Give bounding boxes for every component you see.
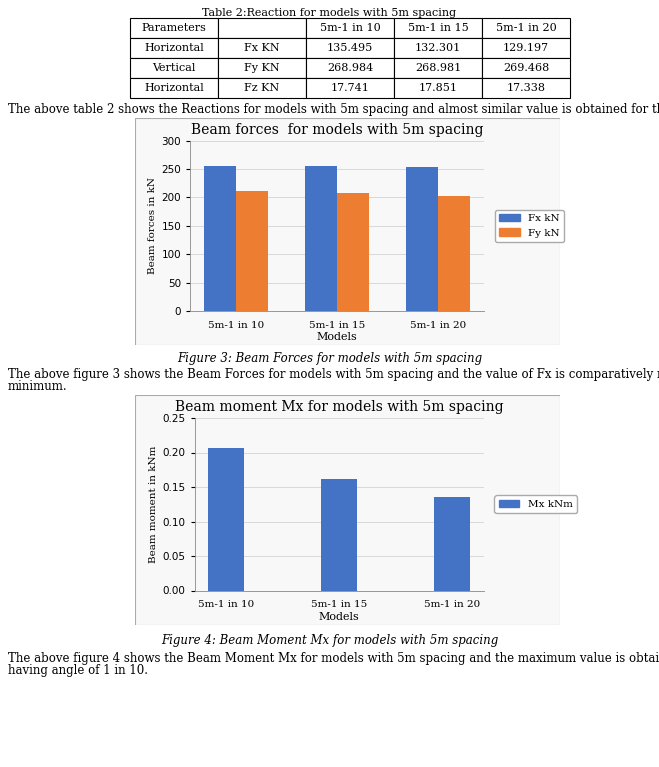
Legend: Mx kNm: Mx kNm xyxy=(494,495,577,513)
Title: Beam moment Mx for models with 5m spacing: Beam moment Mx for models with 5m spacin… xyxy=(175,400,503,414)
Text: minimum.: minimum. xyxy=(8,380,68,393)
Bar xyxy=(321,479,357,591)
Text: The above figure 4 shows the Beam Moment Mx for models with 5m spacing and the m: The above figure 4 shows the Beam Moment… xyxy=(8,652,659,665)
Text: Figure 3: Beam Forces for models with 5m spacing: Figure 3: Beam Forces for models with 5m… xyxy=(177,352,482,365)
Bar xyxy=(236,191,268,311)
Text: The above figure 3 shows the Beam Forces for models with 5m spacing and the valu: The above figure 3 shows the Beam Forces… xyxy=(8,368,659,381)
X-axis label: Models: Models xyxy=(318,612,359,622)
Text: Figure 4: Beam Moment Mx for models with 5m spacing: Figure 4: Beam Moment Mx for models with… xyxy=(161,634,498,647)
Text: having angle of 1 in 10.: having angle of 1 in 10. xyxy=(8,664,148,677)
Y-axis label: Beam moment in kNm: Beam moment in kNm xyxy=(149,446,158,563)
FancyBboxPatch shape xyxy=(135,118,560,345)
Bar xyxy=(304,166,337,311)
Text: Table 2:Reaction for models with 5m spacing: Table 2:Reaction for models with 5m spac… xyxy=(202,8,457,18)
Text: The above table 2 shows the Reactions for models with 5m spacing and almost simi: The above table 2 shows the Reactions fo… xyxy=(8,103,659,116)
FancyBboxPatch shape xyxy=(135,395,560,625)
Bar xyxy=(337,193,369,311)
Title: Beam forces  for models with 5m spacing: Beam forces for models with 5m spacing xyxy=(190,123,483,137)
Bar xyxy=(438,196,470,311)
Bar xyxy=(204,166,236,311)
Bar xyxy=(208,448,244,591)
Bar xyxy=(405,166,438,311)
Legend: Fx kN, Fy kN: Fx kN, Fy kN xyxy=(494,209,563,242)
Y-axis label: Beam forces in kN: Beam forces in kN xyxy=(148,177,158,275)
X-axis label: Models: Models xyxy=(316,332,357,342)
Bar xyxy=(434,497,471,591)
